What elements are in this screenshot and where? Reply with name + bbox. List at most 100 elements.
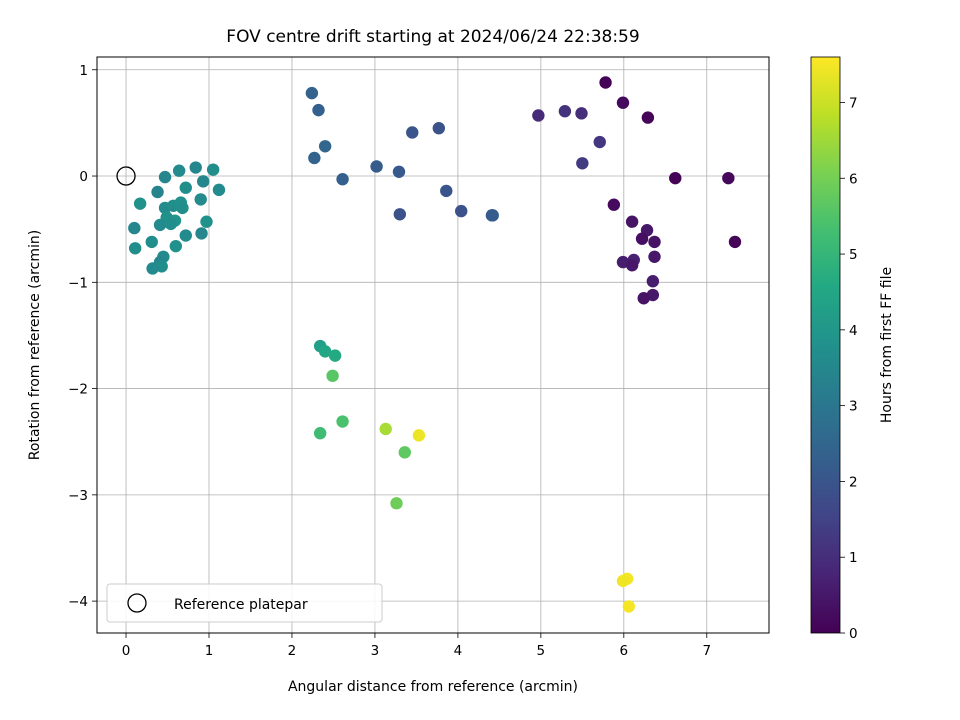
- data-point: [641, 111, 655, 124]
- data-point: [432, 122, 446, 135]
- x-tick-label: 3: [371, 643, 380, 659]
- data-point: [370, 160, 383, 173]
- legend-marker: [127, 593, 147, 613]
- data-point: [722, 171, 735, 185]
- data-point: [669, 171, 682, 185]
- x-tick-label: 7: [702, 643, 711, 659]
- data-point: [607, 198, 621, 211]
- colorbar-tick-label: 6: [849, 171, 858, 187]
- grid-lines: [97, 57, 769, 633]
- data-point: [318, 345, 332, 358]
- data-point: [393, 208, 407, 221]
- data-point: [194, 193, 207, 206]
- legend-label: Reference platepar: [174, 597, 308, 613]
- data-point: [195, 227, 208, 240]
- data-point: [318, 140, 332, 153]
- data-point: [392, 165, 406, 178]
- x-tick-label: 5: [537, 643, 546, 659]
- legend-box: [106, 583, 383, 623]
- data-point: [575, 107, 588, 120]
- data-point: [179, 229, 192, 242]
- x-tick-label: 6: [620, 643, 629, 659]
- data-point: [455, 204, 468, 218]
- data-point: [212, 183, 226, 197]
- data-point: [336, 415, 349, 428]
- data-point: [379, 422, 392, 436]
- plot-frame: [96, 56, 770, 634]
- data-point: [576, 157, 589, 170]
- data-point: [637, 292, 650, 305]
- data-point: [625, 215, 639, 228]
- data-point: [128, 242, 142, 255]
- colorbar-ticks: 0 1 2 3 4 5 6 7: [840, 95, 858, 642]
- x-tick-label: 1: [205, 643, 214, 659]
- data-point: [128, 221, 141, 235]
- data-point: [145, 235, 158, 249]
- data-point: [599, 76, 612, 89]
- colorbar-tick-label: 3: [849, 399, 858, 415]
- data-point: [328, 349, 342, 362]
- data-point: [440, 184, 453, 198]
- data-point: [200, 215, 213, 228]
- data-point: [486, 209, 499, 222]
- data-point: [158, 170, 172, 184]
- data-point: [558, 104, 572, 118]
- data-point: [312, 103, 325, 117]
- data-point: [398, 446, 411, 459]
- data-point: [153, 218, 167, 232]
- data-point: [176, 201, 189, 215]
- reference-marker: [116, 166, 136, 186]
- data-points: [128, 76, 742, 613]
- colorbar: [810, 56, 841, 634]
- data-point: [728, 235, 742, 249]
- colorbar-label: Hours from first FF file: [879, 267, 895, 423]
- data-point: [336, 173, 349, 186]
- data-point: [406, 126, 419, 139]
- x-axis-label: Angular distance from reference (arcmin): [288, 679, 578, 695]
- data-point: [305, 86, 319, 100]
- x-axis-ticks: 0 1 2 3 4 5 6 7: [122, 633, 711, 659]
- data-point: [593, 135, 606, 149]
- data-point: [616, 96, 630, 109]
- data-point: [390, 497, 403, 510]
- data-point: [622, 600, 635, 613]
- data-point: [625, 259, 639, 272]
- x-tick-label: 0: [122, 643, 131, 659]
- data-point: [532, 109, 545, 122]
- data-point: [308, 151, 321, 165]
- y-tick-label: 1: [79, 63, 88, 79]
- data-point: [313, 427, 327, 440]
- data-point: [189, 161, 202, 174]
- data-point: [616, 574, 630, 588]
- y-tick-label: −3: [68, 488, 88, 504]
- y-axis-ticks: −4 −3 −2 −1 0 1: [68, 63, 97, 610]
- x-tick-label: 4: [454, 643, 463, 659]
- data-point: [648, 235, 661, 249]
- data-point: [206, 163, 220, 176]
- data-point: [133, 197, 147, 210]
- data-point: [172, 164, 186, 177]
- data-point: [179, 181, 192, 194]
- legend: Reference platepar: [106, 583, 383, 623]
- data-point: [146, 262, 159, 275]
- y-axis-label: Rotation from reference (arcmin): [27, 230, 43, 460]
- data-point: [648, 250, 661, 263]
- data-point: [635, 232, 649, 245]
- data-point: [151, 185, 164, 199]
- data-point: [646, 275, 660, 288]
- y-tick-label: −1: [68, 275, 88, 291]
- colorbar-tick-label: 7: [849, 95, 858, 111]
- y-tick-label: 0: [79, 169, 88, 185]
- colorbar-tick-label: 4: [849, 323, 858, 339]
- data-point: [169, 239, 183, 253]
- colorbar-tick-label: 2: [849, 474, 858, 490]
- data-point: [412, 429, 426, 442]
- colorbar-tick-label: 1: [849, 550, 858, 566]
- data-point: [196, 175, 210, 188]
- y-tick-label: −2: [68, 382, 88, 398]
- x-tick-label: 2: [288, 643, 297, 659]
- colorbar-tick-label: 5: [849, 247, 858, 263]
- colorbar-tick-label: 0: [849, 626, 858, 642]
- y-tick-label: −4: [68, 594, 88, 610]
